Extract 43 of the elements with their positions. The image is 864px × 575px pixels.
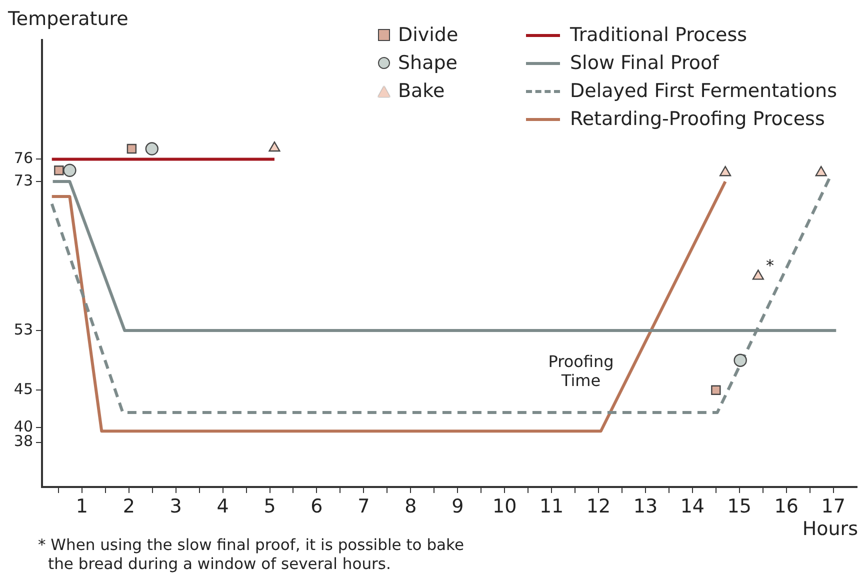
legend-label: Retarding-Proofing Process: [570, 108, 825, 130]
legend-label: Bake: [398, 80, 445, 102]
x-tick-label: 2: [122, 495, 135, 518]
x-tick-label: 3: [170, 495, 182, 518]
x-tick-label: 17: [821, 495, 846, 518]
point: [145, 142, 158, 156]
text: * When using the slow final proof, it is possible to bake the bread during a window of several hours.: [38, 536, 466, 574]
x-tick-label: 15: [727, 495, 752, 518]
y-tick-label: 45: [14, 380, 33, 398]
y-tick-label: 73: [14, 171, 33, 190]
x-tick-label: 14: [680, 495, 705, 518]
x-tick-label: 4: [216, 495, 229, 518]
x-tick-label: 12: [586, 495, 611, 518]
point: [54, 166, 64, 176]
legend-label: Delayed First Fermentations: [570, 80, 837, 102]
y-tick-label: 53: [14, 320, 33, 338]
legend-label: Shape: [398, 52, 458, 74]
point: [63, 164, 76, 177]
point: [815, 166, 827, 176]
x-tick-label: 16: [774, 495, 798, 518]
point: [734, 354, 747, 367]
x-tick-label: 6: [310, 495, 323, 518]
x-tick-label: 5: [264, 495, 276, 518]
x-tick-label: 7: [358, 495, 370, 518]
x-tick-label: 9: [452, 495, 464, 518]
y-tick-label: 76: [14, 149, 33, 168]
point: [720, 166, 732, 176]
legend-label: Traditional Process: [570, 24, 748, 46]
x-tick-label: 11: [539, 495, 564, 518]
x-axis-title: Hours: [802, 518, 858, 540]
x-tick-label: 1: [76, 495, 88, 518]
legend-label: Slow Final Proof: [570, 52, 719, 74]
point: [752, 270, 764, 280]
y-axis-title: Temperature: [8, 8, 128, 30]
annotation: Proofing Time: [547, 352, 615, 390]
point: [711, 385, 721, 395]
point: [126, 144, 137, 154]
x-tick-label: 10: [492, 495, 517, 518]
x-tick-label: 8: [404, 495, 417, 518]
legend-label: Divide: [398, 24, 458, 46]
point: [268, 141, 280, 152]
x-tick-label: 13: [633, 495, 658, 518]
annotation: *: [766, 256, 774, 275]
